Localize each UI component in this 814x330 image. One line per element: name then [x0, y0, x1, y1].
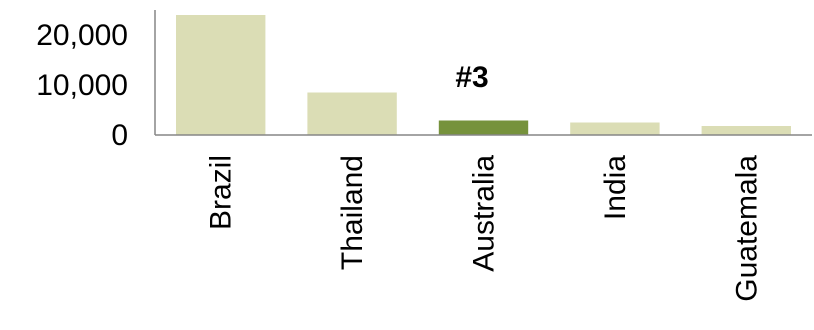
bar-guatemala [701, 126, 791, 135]
x-tick-label-australia: Australia [468, 155, 501, 272]
y-tick-labels: 0 10,000 20,000 [36, 19, 128, 152]
x-tick-labels: Brazil Thailand Australia India Guatemala [205, 155, 764, 302]
y-tick-label: 0 [111, 119, 128, 152]
bar-australia [438, 120, 529, 135]
x-tick-label-thailand: Thailand [336, 155, 369, 270]
bars-group [176, 15, 791, 135]
bar-india [570, 122, 660, 135]
bar-brazil [176, 15, 266, 135]
x-tick-label-brazil: Brazil [205, 155, 238, 230]
x-tick-label-guatemala: Guatemala [730, 155, 763, 302]
bar-thailand [307, 92, 397, 135]
y-tick-label: 20,000 [36, 19, 128, 52]
y-tick-label: 10,000 [36, 69, 128, 102]
rank-annotation: #3 [455, 61, 488, 94]
x-tick-label-india: India [599, 155, 632, 220]
